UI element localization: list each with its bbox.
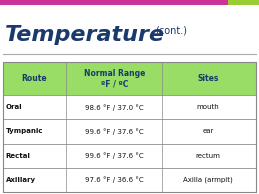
Text: Axillary: Axillary xyxy=(6,177,36,183)
Bar xyxy=(3,144,256,168)
Text: Sites: Sites xyxy=(198,74,219,83)
Bar xyxy=(3,62,256,95)
Bar xyxy=(3,62,256,192)
Text: Route: Route xyxy=(21,74,47,83)
Text: Temperature: Temperature xyxy=(5,25,165,45)
Text: Oral: Oral xyxy=(6,104,22,110)
Bar xyxy=(3,119,256,144)
Text: 99.6 °F / 37.6 °C: 99.6 °F / 37.6 °C xyxy=(85,128,143,135)
Text: mouth: mouth xyxy=(197,104,220,110)
Bar xyxy=(3,95,256,119)
Text: 97.6 °F / 36.6 °C: 97.6 °F / 36.6 °C xyxy=(85,177,143,183)
Text: Normal Range
ºF / ºC: Normal Range ºF / ºC xyxy=(84,68,145,89)
Text: Tympanic: Tympanic xyxy=(6,128,43,134)
Text: rectum: rectum xyxy=(196,153,221,159)
Text: Rectal: Rectal xyxy=(6,153,31,159)
Bar xyxy=(0,0,228,5)
Text: 99.6 °F / 37.6 °C: 99.6 °F / 37.6 °C xyxy=(85,152,143,159)
Text: Axilla (armpit): Axilla (armpit) xyxy=(183,177,233,183)
Text: 98.6 °F / 37.0 °C: 98.6 °F / 37.0 °C xyxy=(85,104,143,111)
Text: ear: ear xyxy=(203,128,214,134)
Text: (cont.): (cont.) xyxy=(155,25,188,35)
Bar xyxy=(3,168,256,192)
Bar xyxy=(228,0,259,5)
